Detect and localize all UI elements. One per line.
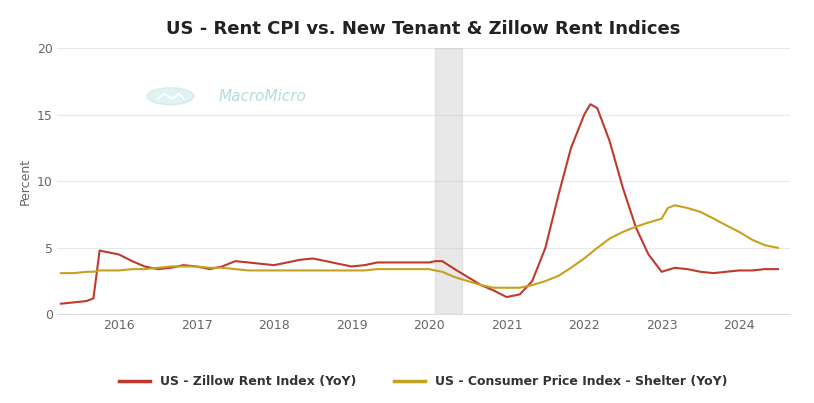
Title: US - Rent CPI vs. New Tenant & Zillow Rent Indices: US - Rent CPI vs. New Tenant & Zillow Re…: [166, 21, 681, 38]
Text: MacroMicro: MacroMicro: [218, 89, 306, 104]
Legend: US - Zillow Rent Index (YoY), US - Consumer Price Index - Shelter (YoY): US - Zillow Rent Index (YoY), US - Consu…: [114, 370, 733, 393]
Bar: [435, 48, 462, 314]
Y-axis label: Percent: Percent: [19, 158, 32, 205]
Circle shape: [147, 88, 194, 105]
